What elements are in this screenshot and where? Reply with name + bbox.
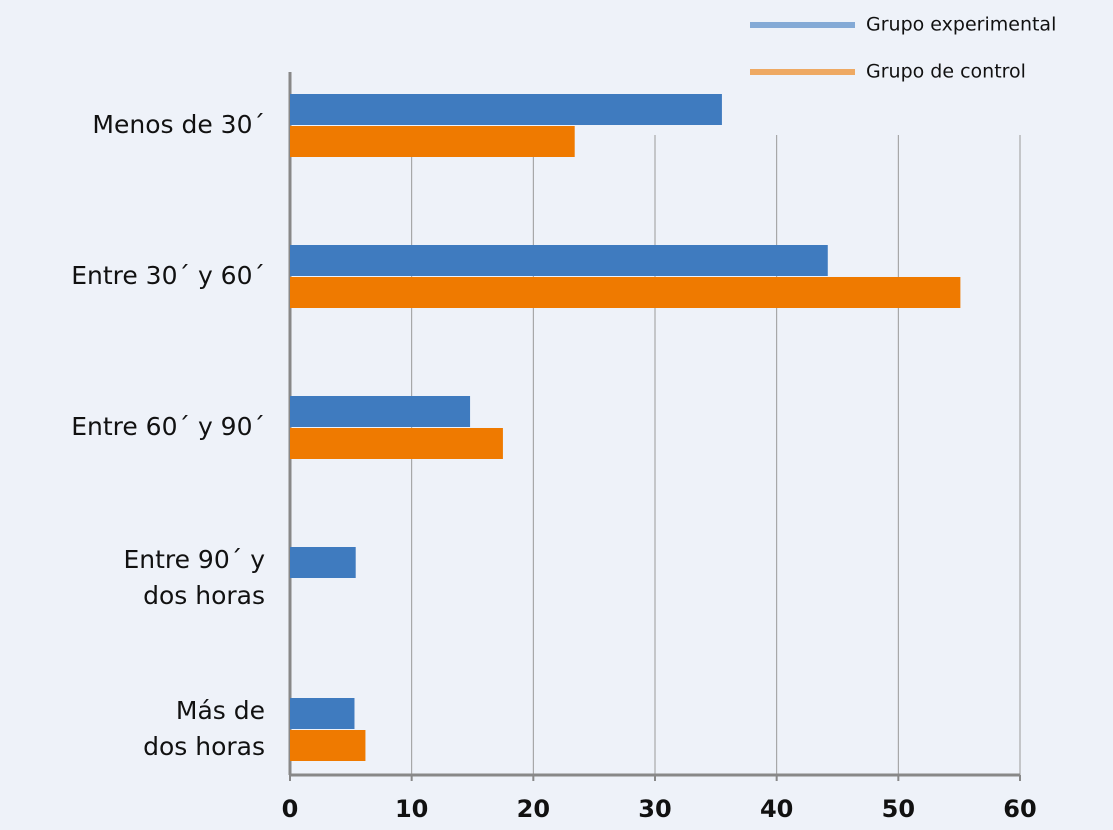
y-tick-label: Entre 60´ y 90´ bbox=[71, 412, 265, 441]
x-tick-label: 20 bbox=[517, 795, 550, 823]
x-tick-label: 50 bbox=[882, 795, 915, 823]
x-tick-label: 40 bbox=[760, 795, 793, 823]
bar bbox=[290, 396, 471, 427]
bar bbox=[290, 245, 828, 276]
bar bbox=[290, 547, 356, 578]
x-tick-label: 30 bbox=[638, 795, 671, 823]
y-tick-label: Entre 30´ y 60´ bbox=[71, 261, 265, 290]
bar bbox=[290, 730, 366, 761]
legend-label: Grupo experimental bbox=[866, 14, 1056, 36]
x-tick-label: 0 bbox=[282, 795, 299, 823]
y-tick-label: Más de dos horas bbox=[143, 696, 265, 761]
bar bbox=[290, 277, 961, 308]
bar bbox=[290, 698, 355, 729]
bar bbox=[290, 126, 575, 157]
x-tick-label: 10 bbox=[395, 795, 428, 823]
x-tick-label: 60 bbox=[1003, 795, 1036, 823]
bar bbox=[290, 428, 503, 459]
legend-label: Grupo de control bbox=[866, 61, 1026, 83]
y-tick-label: Menos de 30´ bbox=[92, 110, 265, 139]
y-tick-label: Entre 90´ y dos horas bbox=[123, 545, 265, 610]
bar bbox=[290, 94, 722, 125]
